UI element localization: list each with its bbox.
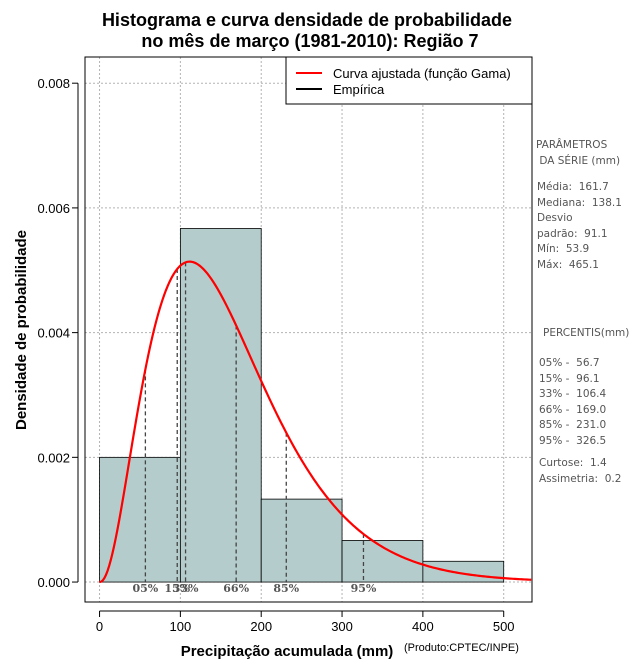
histogram-bar xyxy=(422,560,505,583)
percentile-labels: 05% 15%33% 66% 85% 95% xyxy=(132,582,376,595)
x-tick-label: 0 xyxy=(96,619,103,634)
x-tick-label: 400 xyxy=(412,619,434,634)
x-tick-label: 100 xyxy=(170,619,192,634)
y-tick-label: 0.008 xyxy=(37,76,70,91)
product-credit: (Produto:CPTEC/INPE) xyxy=(404,642,519,654)
histogram-bar xyxy=(260,498,343,583)
x-axis: 0 100 200 300 400 500 xyxy=(96,610,515,634)
x-tick-label: 500 xyxy=(493,619,515,634)
x-tick-label: 200 xyxy=(250,619,272,634)
y-axis: 0.000 0.002 0.004 0.006 0.008 xyxy=(37,76,79,590)
histogram-bar xyxy=(179,228,262,583)
y-tick-label: 0.006 xyxy=(37,201,70,216)
percentiles-values: 05% - 56.7 15% - 96.1 33% - 106.4 66% - … xyxy=(539,357,607,447)
gamma-fit-curve xyxy=(99,260,532,584)
percentile-lines xyxy=(144,262,365,583)
legend-box xyxy=(285,56,533,105)
percentile-label: 05% xyxy=(132,582,158,595)
gamma-curve-layer xyxy=(99,260,532,584)
legend-label-gamma: Curva ajustada (função Gama) xyxy=(333,66,511,81)
percentiles-heading: PERCENTIS(mm) xyxy=(543,327,630,339)
percentile-label: 66% xyxy=(223,582,249,595)
histogram-bar xyxy=(99,456,181,583)
histogram-bars xyxy=(99,228,505,583)
statistics-values: Curtose: 1.4 Assimetria: 0.2 xyxy=(539,457,622,485)
chart-title-line1: Histograma e curva densidade de probabil… xyxy=(102,10,512,30)
x-tick-label: 300 xyxy=(331,619,353,634)
chart-title-line2: no mês de março (1981-2010): Região 7 xyxy=(141,31,478,51)
percentile-label: 33% xyxy=(173,582,199,595)
legend-label-empirical: Empírica xyxy=(333,82,385,97)
percentile-label: 15% xyxy=(164,582,190,595)
y-tick-label: 0.004 xyxy=(37,326,70,341)
percentile-label: 95% xyxy=(351,582,377,595)
legend: Curva ajustada (função Gama) Empírica xyxy=(285,56,533,105)
y-tick-label: 0.000 xyxy=(37,575,70,590)
y-tick-label: 0.002 xyxy=(37,450,70,465)
percentile-label: 85% xyxy=(273,582,299,595)
parameters-heading: PARÂMETROS DA SÉRIE (mm) xyxy=(536,139,621,167)
parameters-values: Média: 161.7 Mediana: 138.1 Desvio padrã… xyxy=(537,181,622,271)
y-axis-title: Densidade de probabilidade xyxy=(13,230,30,430)
x-axis-title: Precipitação acumulada (mm) xyxy=(181,643,394,660)
